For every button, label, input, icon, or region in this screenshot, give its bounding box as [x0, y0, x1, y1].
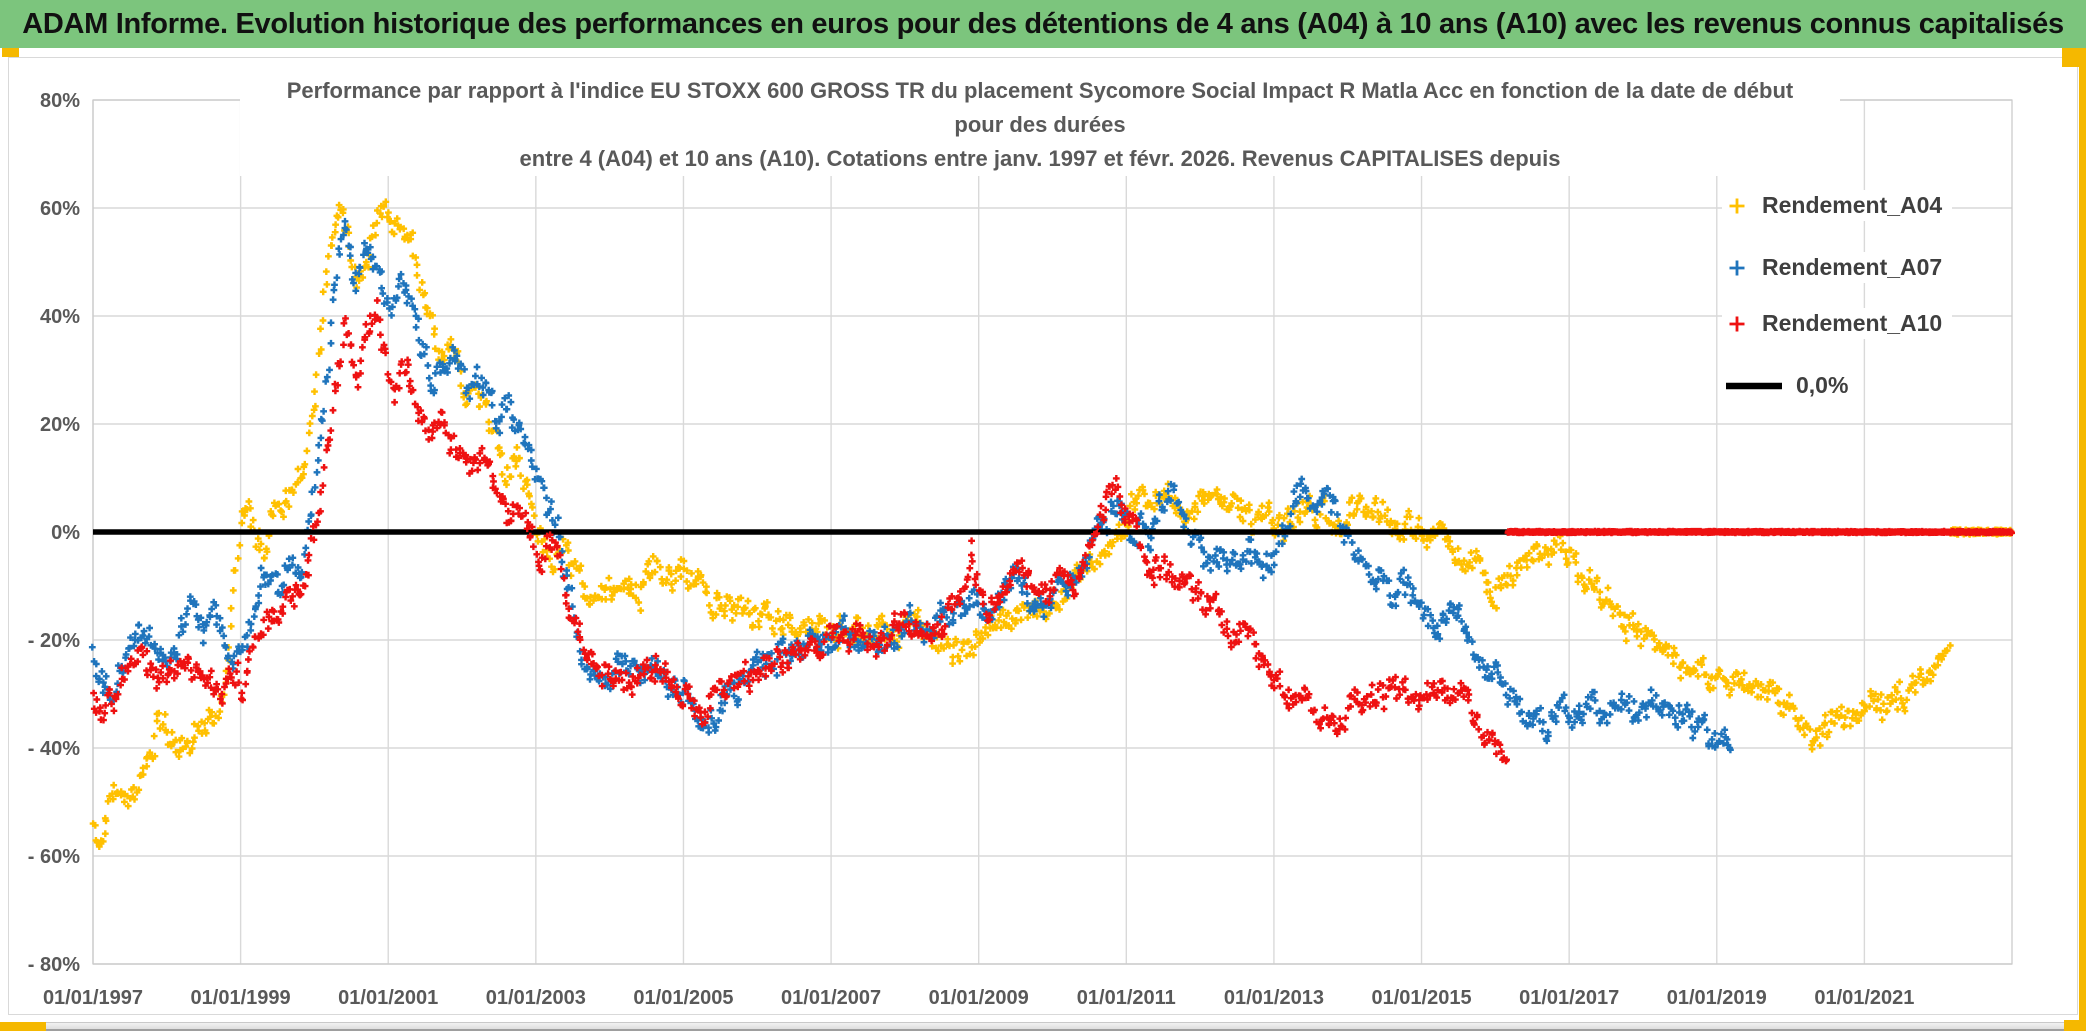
line-marker-icon	[1726, 382, 1782, 389]
accent-strip-right	[2079, 48, 2086, 1023]
y-axis-label: 20%	[40, 414, 80, 436]
legend-item-rendement-a04: Rendement_A04	[1722, 190, 1953, 221]
legend-label: Rendement_A07	[1762, 254, 1943, 280]
legend-item-rendement-a10: Rendement_A10	[1722, 308, 1953, 339]
accent-notch-top-left	[2, 48, 19, 57]
x-axis-label: 01/01/2017	[1519, 987, 1619, 1009]
x-axis-label: 01/01/2021	[1814, 987, 1914, 1009]
legend-label: Rendement_A04	[1762, 192, 1943, 218]
plus-marker-icon	[1729, 316, 1745, 331]
legend-item-rendement-a07: Rendement_A07	[1722, 252, 1953, 283]
x-axis-label: 01/01/1997	[43, 987, 143, 1009]
y-axis-label: - 60%	[28, 846, 80, 868]
legend-item-0-0-: 0,0%	[1722, 370, 1859, 401]
chart-title-line-2: pour des durées	[954, 112, 1126, 137]
chart-title-line-1: Performance par rapport à l'indice EU ST…	[286, 78, 1794, 103]
y-axis-label: 80%	[40, 90, 80, 112]
y-axis-label: - 40%	[28, 738, 80, 760]
accent-block-bottom-right	[2064, 1020, 2086, 1031]
report-title: ADAM Informe. Evolution historique des p…	[22, 7, 2064, 40]
legend-label: Rendement_A10	[1762, 310, 1943, 336]
report-title-banner: ADAM Informe. Evolution historique des p…	[0, 0, 2086, 48]
series-Rendement_A10	[90, 297, 1510, 765]
zero-tail-Rendement_A10	[1504, 527, 2015, 537]
x-axis-label: 01/01/2015	[1371, 987, 1471, 1009]
chart-title: Performance par rapport à l'indice EU ST…	[240, 74, 1840, 176]
x-axis-label: 01/01/2019	[1667, 987, 1767, 1009]
x-axis-label: 01/01/2011	[1077, 987, 1176, 1009]
series-Rendement_A04	[89, 198, 1954, 850]
x-axis-label: 01/01/1999	[191, 987, 291, 1009]
x-axis-label: 01/01/2009	[929, 987, 1029, 1009]
bottom-scroll-bar	[0, 1022, 2086, 1031]
y-axis-label: 0%	[51, 522, 80, 544]
plus-marker-icon	[1729, 260, 1745, 275]
x-axis-label: 01/01/2007	[781, 987, 881, 1009]
x-axis-label: 01/01/2013	[1224, 987, 1324, 1009]
accent-block-bottom-left	[0, 1022, 46, 1031]
chart-title-line-3: entre 4 (A04) et 10 ans (A10). Cotations…	[519, 146, 1561, 171]
plus-marker-icon	[1729, 198, 1745, 213]
y-axis-label: - 80%	[28, 954, 80, 976]
y-axis-label: 40%	[40, 306, 80, 328]
y-axis-label: 60%	[40, 198, 80, 220]
x-axis-label: 01/01/2001	[338, 987, 438, 1009]
series-Rendement_A07	[88, 217, 1734, 754]
x-axis-label: 01/01/2003	[486, 987, 586, 1009]
x-axis-label: 01/01/2005	[633, 987, 733, 1009]
y-axis-label: - 20%	[28, 630, 80, 652]
legend-label: 0,0%	[1796, 372, 1849, 398]
